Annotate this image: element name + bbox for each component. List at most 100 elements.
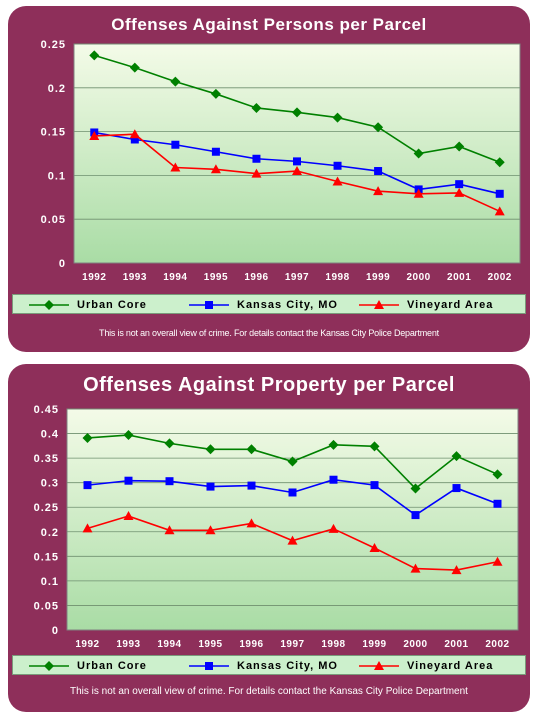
x-tick-label: 1999 [362,639,386,650]
y-tick-label: 0 [59,258,66,270]
x-tick-label: 2001 [444,639,468,650]
data-point-kansas-city [293,157,301,166]
chart-title: Offenses Against Persons per Parcel [111,15,427,34]
data-point-vineyard-area [82,523,93,533]
data-point-urban-core [287,456,298,467]
data-point-kansas-city [329,475,338,484]
y-tick-label: 0.45 [34,404,59,416]
y-tick-label: 0.25 [34,502,59,514]
x-tick-label: 2002 [485,639,509,650]
data-point-urban-core [328,439,339,450]
data-point-kansas-city [374,167,383,176]
x-tick-label: 1995 [198,639,222,650]
data-point-vineyard-area [205,525,216,535]
x-tick-label: 1998 [325,272,349,283]
x-tick-label: 1997 [280,639,304,650]
data-point-urban-core [89,50,100,61]
data-point-kansas-city [288,488,297,497]
y-tick-label: 0.4 [41,429,59,441]
legend-label: Kansas City, MO [237,299,338,311]
y-tick-label: 0.05 [34,600,59,612]
x-tick-label: 2002 [488,272,512,283]
data-point-kansas-city [83,481,92,490]
data-point-kansas-city [452,484,461,493]
legend-label: Kansas City, MO [237,660,338,672]
data-point-vineyard-area [451,565,462,575]
data-point-urban-core [373,122,384,133]
legend-item-kansas-city: Kansas City, MO [189,656,338,676]
data-point-urban-core [123,430,134,441]
data-point-urban-core [246,444,257,455]
legend-label: Urban Core [77,660,147,672]
y-tick-label: 0.1 [48,170,66,182]
data-point-vineyard-area [413,188,424,198]
x-tick-label: 2001 [447,272,471,283]
legend-line-square-icon [189,301,229,309]
data-point-urban-core [413,148,424,159]
data-point-urban-core [332,112,343,123]
x-tick-label: 1993 [123,272,147,283]
y-tick-label: 0.35 [34,453,59,465]
y-tick-label: 0.1 [41,576,59,588]
x-tick-label: 1999 [366,272,390,283]
data-point-urban-core [494,157,505,168]
data-point-vineyard-area [123,511,134,521]
x-tick-label: 1997 [285,272,309,283]
data-point-urban-core [170,76,181,87]
data-point-kansas-city [171,140,180,149]
data-point-kansas-city [493,499,502,508]
x-tick-label: 1996 [239,639,263,650]
y-tick-label: 0.25 [41,39,66,51]
chart-title: Offenses Against Property per Parcel [83,374,455,396]
y-tick-label: 0.05 [41,214,66,226]
x-tick-label: 1995 [204,272,228,283]
data-point-urban-core [210,88,221,99]
data-point-urban-core [410,483,421,494]
x-tick-label: 1994 [157,639,181,650]
y-tick-label: 0.2 [41,527,59,539]
data-point-urban-core [251,102,262,113]
legend-label: Vineyard Area [407,660,494,672]
x-tick-label: 1992 [82,272,106,283]
y-tick-label: 0.3 [41,478,59,490]
data-point-kansas-city [130,135,139,144]
data-point-urban-core [82,432,93,443]
chart-legend: Urban Core Kansas City, MO Vineyard Area [12,655,526,675]
legend-item-kansas-city: Kansas City, MO [189,295,338,315]
data-point-urban-core [164,438,175,449]
data-point-vineyard-area [454,187,465,197]
x-tick-label: 1998 [321,639,345,650]
x-tick-label: 1993 [116,639,140,650]
data-point-kansas-city [252,154,261,163]
data-point-kansas-city [206,482,215,491]
data-point-vineyard-area [328,523,339,533]
legend-line-diamond-icon [29,661,69,671]
chart-property: 0 0.05 0.1 0.15 0.2 0.25 0.3 0.35 0.4 0.45 1992 199… [34,404,519,650]
legend-item-urban-core: Urban Core [29,656,147,676]
y-tick-label: 0.15 [41,127,66,139]
data-point-urban-core [205,444,216,455]
y-tick-label: 0 [52,625,59,637]
chart-persons: 0 0.05 0.1 0.15 0.2 0.25 1992 1993 1994 1995 1996 1… [41,39,521,283]
legend-item-urban-core: Urban Core [29,295,147,315]
data-point-urban-core [292,107,302,118]
x-tick-label: 1994 [163,272,187,283]
chart-panel-persons: Offenses Against Persons per Parcel 0 0.0… [8,6,530,352]
plot-area [66,408,519,631]
data-point-urban-core [129,62,140,73]
data-point-vineyard-area [170,162,181,172]
data-point-urban-core [492,469,503,480]
legend-label: Urban Core [77,299,147,311]
data-point-kansas-city [455,180,464,189]
data-point-vineyard-area [494,206,505,216]
data-point-kansas-city [124,476,133,485]
data-point-vineyard-area [164,525,175,535]
data-point-vineyard-area [373,186,384,196]
chart-legend: Urban Core Kansas City, MO Vineyard Area [12,294,526,314]
legend-line-triangle-icon [359,661,399,670]
x-tick-label: 1996 [244,272,268,283]
data-point-vineyard-area [410,563,421,573]
plot-area [73,43,521,264]
data-point-vineyard-area [369,542,380,552]
data-point-vineyard-area [246,518,257,528]
